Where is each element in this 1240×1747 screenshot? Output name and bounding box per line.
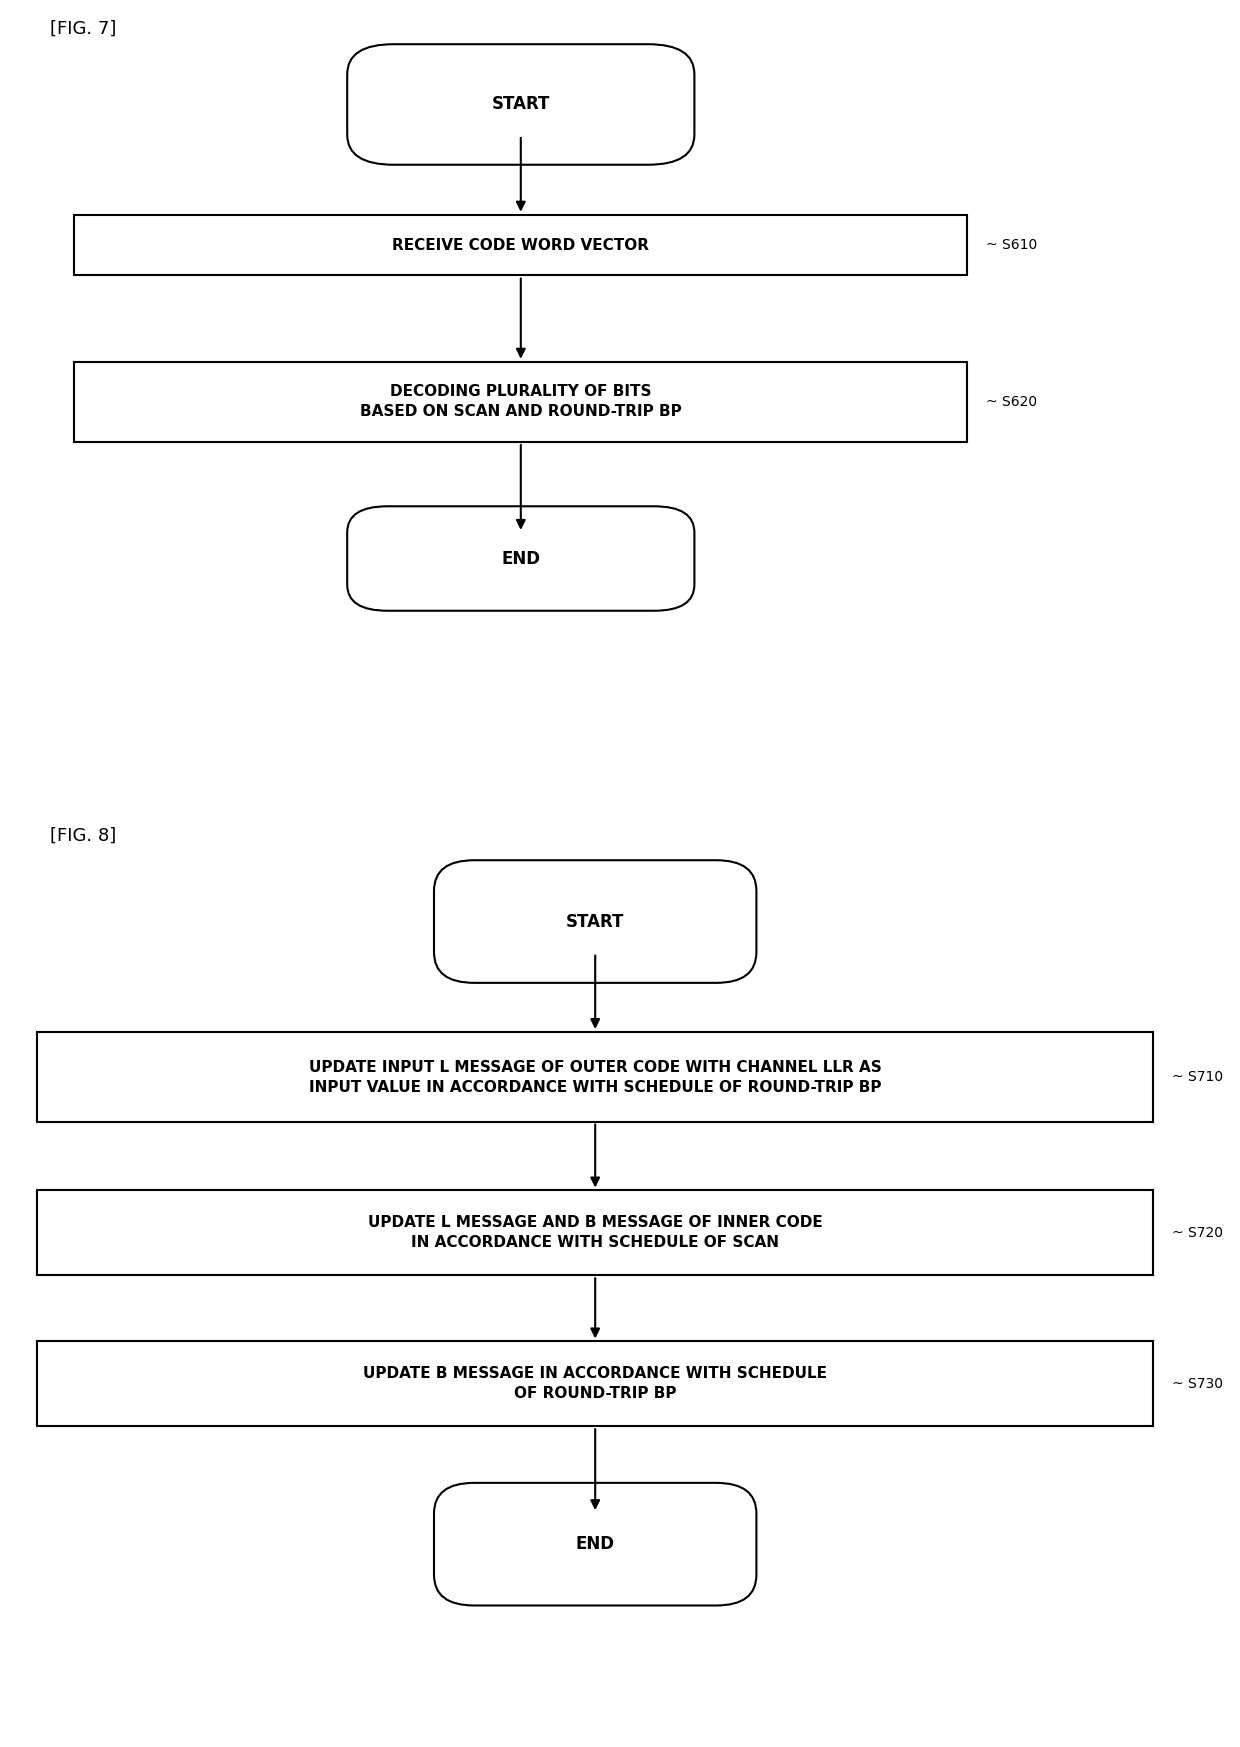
Bar: [37, 1342, 1153, 1426]
Text: UPDATE B MESSAGE IN ACCORDANCE WITH SCHEDULE
OF ROUND-TRIP BP: UPDATE B MESSAGE IN ACCORDANCE WITH SCHE…: [363, 1366, 827, 1401]
Text: END: END: [575, 1536, 615, 1553]
Bar: [74, 362, 967, 442]
Text: RECEIVE CODE WORD VECTOR: RECEIVE CODE WORD VECTOR: [392, 238, 650, 253]
Bar: [74, 215, 967, 276]
Text: ~ S620: ~ S620: [986, 395, 1037, 409]
FancyBboxPatch shape: [347, 44, 694, 164]
Text: START: START: [491, 96, 551, 114]
Text: DECODING PLURALITY OF BITS
BASED ON SCAN AND ROUND-TRIP BP: DECODING PLURALITY OF BITS BASED ON SCAN…: [360, 384, 682, 419]
Text: UPDATE INPUT L MESSAGE OF OUTER CODE WITH CHANNEL LLR AS
INPUT VALUE IN ACCORDAN: UPDATE INPUT L MESSAGE OF OUTER CODE WIT…: [309, 1060, 882, 1095]
Text: UPDATE L MESSAGE AND B MESSAGE OF INNER CODE
IN ACCORDANCE WITH SCHEDULE OF SCAN: UPDATE L MESSAGE AND B MESSAGE OF INNER …: [368, 1216, 822, 1251]
FancyBboxPatch shape: [347, 507, 694, 611]
Text: ~ S710: ~ S710: [1172, 1071, 1223, 1085]
Bar: [37, 1190, 1153, 1275]
Text: [FIG. 7]: [FIG. 7]: [50, 21, 117, 38]
Text: ~ S610: ~ S610: [986, 238, 1037, 252]
Text: [FIG. 8]: [FIG. 8]: [50, 828, 115, 846]
FancyBboxPatch shape: [434, 1483, 756, 1605]
FancyBboxPatch shape: [434, 860, 756, 984]
Text: END: END: [501, 550, 541, 568]
Bar: [37, 1032, 1153, 1122]
Text: ~ S720: ~ S720: [1172, 1226, 1223, 1240]
Text: ~ S730: ~ S730: [1172, 1377, 1223, 1391]
Text: START: START: [565, 912, 625, 931]
